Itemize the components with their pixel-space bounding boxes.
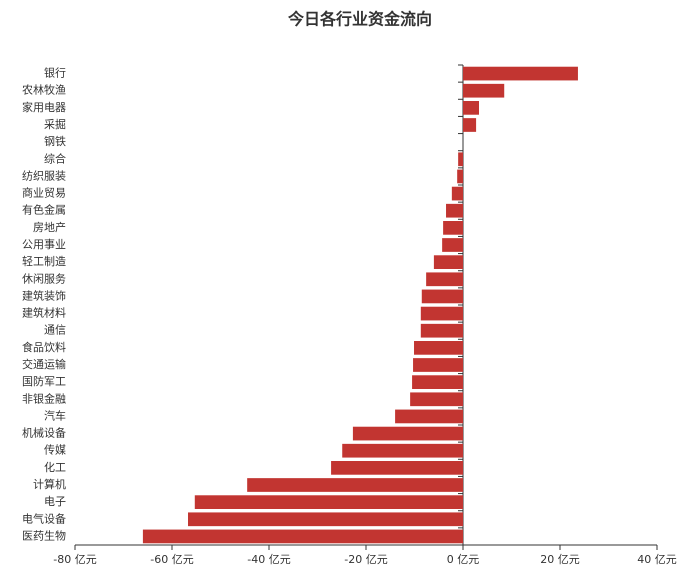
y-tick-label: 建筑材料: [22, 306, 66, 320]
x-tick-label: -20 亿元: [344, 553, 387, 566]
y-tick-label: 食品饮料: [22, 340, 66, 354]
bar: [420, 323, 463, 338]
bar: [420, 306, 463, 321]
y-tick-label: 汽车: [44, 408, 66, 422]
bar: [188, 512, 463, 527]
bar: [426, 272, 463, 287]
y-tick-label: 传媒: [44, 444, 66, 457]
y-tick-label: 化工: [44, 460, 66, 474]
x-tick-label: 20 亿元: [540, 553, 580, 566]
y-tick-label: 采掘: [44, 117, 66, 131]
bar: [446, 203, 463, 218]
bar: [331, 461, 463, 475]
y-tick-label: 综合: [44, 151, 66, 165]
chart-title: 今日各行业资金流向: [287, 10, 432, 29]
bar: [457, 169, 463, 184]
y-tick-label: 电子: [44, 495, 66, 508]
y-tick-label: 国防军工: [22, 374, 66, 388]
y-tick-label: 有色金属: [22, 203, 66, 217]
y-tick-label: 建筑装饰: [22, 288, 66, 302]
x-tick-label: 0 亿元: [447, 553, 480, 566]
bar: [421, 289, 463, 304]
bar: [463, 83, 505, 98]
bar: [342, 443, 463, 458]
bar: [443, 221, 463, 235]
y-tick-label: 非银金融: [22, 391, 66, 405]
bar: [142, 529, 463, 544]
y-tick-label: 家用电器: [22, 100, 66, 114]
bar: [194, 495, 464, 509]
y-tick-label: 轻工制造: [22, 254, 66, 268]
bar: [442, 238, 463, 252]
bar: [412, 375, 463, 389]
bar: [352, 426, 463, 441]
bar: [247, 478, 463, 492]
bar: [413, 358, 463, 372]
y-tick-label: 房地产: [33, 220, 66, 234]
x-tick-label: -80 亿元: [53, 553, 96, 566]
x-tick-label: -40 亿元: [247, 553, 290, 566]
y-tick-label: 交通运输: [22, 357, 66, 371]
y-tick-label: 计算机: [33, 477, 66, 491]
bar: [463, 66, 578, 81]
y-tick-label: 医药生物: [22, 528, 66, 542]
y-tick-label: 电气设备: [22, 511, 66, 525]
bar: [410, 392, 463, 407]
x-tick-label: 40 亿元: [637, 553, 677, 566]
y-tick-label: 商业贸易: [22, 186, 66, 200]
bar: [458, 152, 463, 167]
y-tick-label: 农林牧渔: [22, 83, 66, 97]
x-tick-label: -60 亿元: [150, 553, 193, 566]
bar: [433, 255, 463, 269]
bar: [463, 101, 480, 115]
bar: [463, 118, 477, 132]
y-tick-label: 公用事业: [22, 238, 66, 251]
y-tick-label: 通信: [44, 324, 66, 337]
y-tick-label: 机械设备: [22, 426, 66, 440]
y-tick-label: 钢铁: [44, 135, 66, 148]
bar: [451, 186, 463, 201]
y-tick-label: 银行: [44, 66, 66, 80]
y-tick-label: 休闲服务: [22, 271, 66, 285]
bar: [414, 341, 463, 355]
y-tick-label: 纺织服装: [22, 168, 66, 182]
bar: [395, 409, 463, 424]
